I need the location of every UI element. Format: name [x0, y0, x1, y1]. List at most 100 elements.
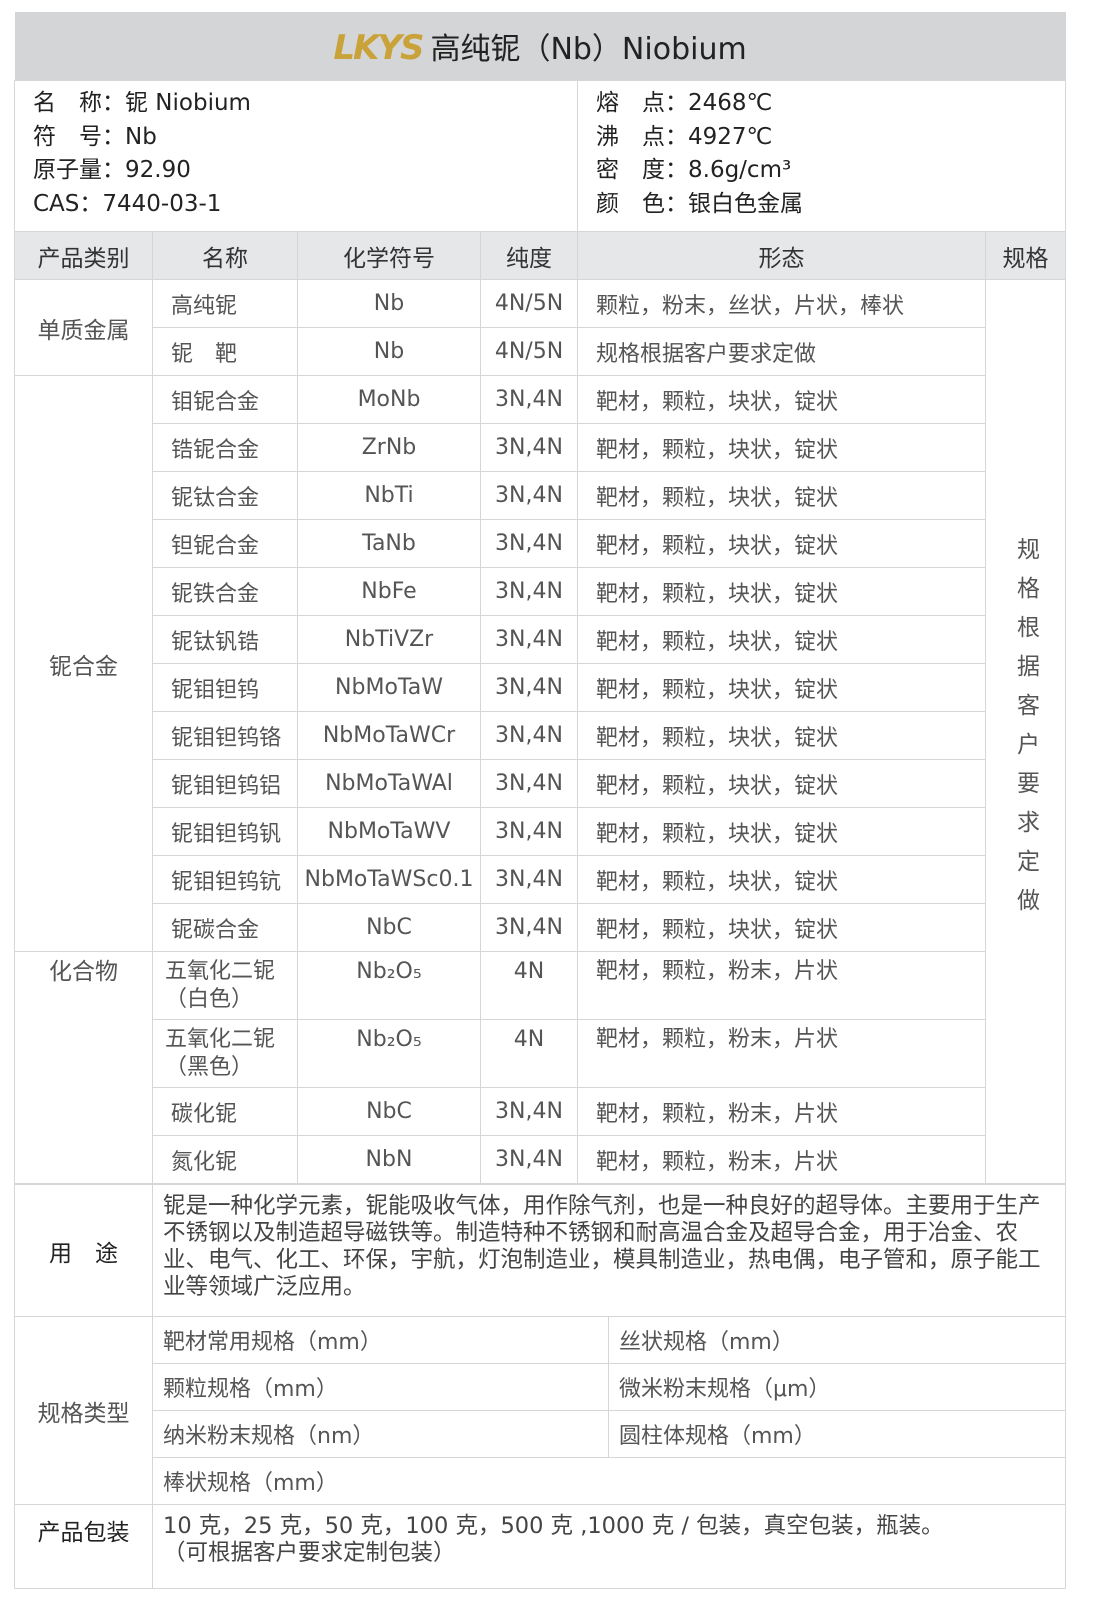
name-cell: 钽铌合金: [152, 519, 298, 568]
category-cell: 铌合金: [14, 375, 153, 952]
purity-cell: 3N,4N: [480, 471, 578, 520]
purity-cell: 3N,4N: [480, 423, 578, 472]
info-symbol: 符 号：Nb: [33, 123, 157, 150]
name-cell: 氮化铌: [152, 1135, 298, 1184]
form-cell: 靶材，颗粒，块状，锭状: [577, 663, 986, 712]
purity-cell: 3N,4N: [480, 567, 578, 616]
symbol-cell: NbMoTaW: [297, 663, 481, 712]
category-cell: 单质金属: [14, 279, 153, 376]
product-sheet: LKYS 高纯铌（Nb）Niobium 名 称：铌 Niobium 符 号：Nb 原子…: [14, 12, 1067, 1589]
symbol-cell: Nb: [297, 327, 481, 376]
purity-cell: 3N,4N: [480, 855, 578, 904]
table-row: 铌钼钽钨铬 NbMoTaWCr 3N,4N 靶材，颗粒，块状，锭状: [15, 711, 1066, 760]
form-cell: 靶材，颗粒，粉末，片状: [577, 951, 986, 1020]
info-left: 名 称：铌 Niobium 符 号：Nb 原子量：92.90 CAS：7440-03-…: [14, 80, 578, 232]
table-row: 铌铁合金 NbFe 3N,4N 靶材，颗粒，块状，锭状: [15, 567, 1066, 616]
packaging-options: 10 克，25 克，50 克，100 克，500 克 ,1000 克 / 包装，…: [163, 1513, 944, 1539]
name-cell: 铌钼钽钨钒: [152, 807, 298, 856]
info-density: 密 度：8.6g/cm³: [596, 157, 792, 183]
main-table: LKYS 高纯铌（Nb）Niobium 名 称：铌 Niobium 符 号：Nb 原子…: [14, 12, 1067, 1184]
symbol-cell: Nb₂O₅: [297, 1019, 481, 1088]
name-cell: 铌碳合金: [152, 903, 298, 952]
name-cell: 铌铁合金: [152, 567, 298, 616]
info-atomic-weight: 原子量：92.90: [33, 157, 191, 183]
col-category: 产品类别: [14, 231, 153, 280]
info-right: 熔 点：2468℃ 沸 点：4927℃ 密 度：8.6g/cm³ 颜 色：银白色金属: [576, 80, 1067, 232]
table-row: 铌钼钽钨 NbMoTaW 3N,4N 靶材，颗粒，块状，锭状: [15, 663, 1066, 712]
table-row: 铌钛合金 NbTi 3N,4N 靶材，颗粒，块状，锭状: [15, 471, 1066, 520]
packaging-label: 产品包装: [14, 1504, 153, 1589]
name-cell: 五氧化二铌（黑色）: [152, 1019, 298, 1088]
spec-item: 纳米粉末规格（nm）: [152, 1410, 609, 1458]
symbol-cell: NbMoTaWV: [297, 807, 481, 856]
table-row: 铌钼钽钨铝 NbMoTaWAl 3N,4N 靶材，颗粒，块状，锭状: [15, 759, 1066, 808]
purity-cell: 3N,4N: [480, 711, 578, 760]
form-cell: 靶材，颗粒，块状，锭状: [577, 855, 986, 904]
symbol-cell: NbFe: [297, 567, 481, 616]
purity-cell: 4N/5N: [480, 327, 578, 376]
form-cell: 靶材，颗粒，块状，锭状: [577, 471, 986, 520]
purity-cell: 3N,4N: [480, 903, 578, 952]
column-headers: 产品类别 名称 化学符号 纯度 形态 规格: [14, 231, 1067, 280]
info-name: 名 称：铌 Niobium: [33, 90, 251, 116]
lkys-logo: LKYS: [333, 28, 424, 68]
name-cell: 铌钼钽钨铬: [152, 711, 298, 760]
purity-cell: 3N,4N: [480, 663, 578, 712]
info-cas: CAS：7440-03-1: [33, 190, 222, 217]
spec-note: 规格根据客户要求定做: [984, 279, 1067, 1184]
form-cell: 靶材，颗粒，粉末，片状: [577, 1087, 986, 1136]
spec-types-label: 规格类型: [14, 1316, 153, 1505]
spec-item: 颗粒规格（mm）: [152, 1363, 609, 1411]
form-cell: 规格根据客户要求定做: [577, 327, 986, 376]
form-cell: 靶材，颗粒，块状，锭状: [577, 615, 986, 664]
info-color: 颜 色：银白色金属: [596, 190, 803, 217]
symbol-cell: MoNb: [297, 375, 481, 424]
name-cell: 五氧化二铌（白色）: [152, 951, 298, 1020]
extra-table: 用 途铌是一种化学元素，铌能吸收气体，用作除气剂，也是一种良好的超导体。主要用于…: [14, 1184, 1067, 1589]
col-spec: 规格: [984, 231, 1067, 280]
name-cell: 铌钛钒锆: [152, 615, 298, 664]
packaging-text: 10 克，25 克，50 克，100 克，500 克 ,1000 克 / 包装，…: [151, 1504, 1067, 1589]
table-row: 化合物 五氧化二铌（白色） Nb₂O₅ 4N 靶材，颗粒，粉末，片状: [14, 951, 1066, 1184]
symbol-cell: NbTi: [297, 471, 481, 520]
form-cell: 靶材，颗粒，块状，锭状: [577, 903, 986, 952]
spec-item: 靶材常用规格（mm）: [152, 1316, 609, 1364]
name-cell: 铌钼钽钨钪: [152, 855, 298, 904]
symbol-cell: NbTiVZr: [297, 615, 481, 664]
form-cell: 靶材，颗粒，块状，锭状: [577, 759, 986, 808]
name-cell: 高纯铌: [152, 279, 298, 328]
symbol-cell: NbMoTaWSc0.1: [297, 855, 481, 904]
page-title: LKYS 高纯铌（Nb）Niobium: [14, 12, 1066, 81]
table-row: 铌合金 钼铌合金 MoNb 3N,4N 靶材，颗粒，块状，锭状: [14, 375, 1066, 952]
purity-cell: 3N,4N: [480, 759, 578, 808]
usage-text: 铌是一种化学元素，铌能吸收气体，用作除气剂，也是一种良好的超导体。主要用于生产不…: [151, 1184, 1067, 1317]
table-row: 氮化铌 NbN 3N,4N 靶材，颗粒，粉末，片状: [15, 1135, 1066, 1184]
purity-cell: 3N,4N: [480, 807, 578, 856]
col-name: 名称: [152, 231, 298, 280]
symbol-cell: NbC: [297, 1087, 481, 1136]
symbol-cell: NbN: [297, 1135, 481, 1184]
spec-item: 微米粉末规格（μm）: [607, 1363, 1067, 1411]
form-cell: 靶材，颗粒，块状，锭状: [577, 567, 986, 616]
table-row: 单质金属 高纯铌 Nb 4N/5N 颗粒，粉末，丝状，片状，棒状 规格根据客户要求定做: [14, 279, 1067, 1184]
col-purity: 纯度: [480, 231, 578, 280]
symbol-cell: Nb: [297, 279, 481, 328]
col-form: 形态: [577, 231, 986, 280]
form-cell: 靶材，颗粒，块状，锭状: [577, 519, 986, 568]
purity-cell: 4N: [480, 1019, 578, 1088]
table-row: 碳化铌 NbC 3N,4N 靶材，颗粒，粉末，片状: [15, 1087, 1066, 1136]
name-cell: 碳化铌: [152, 1087, 298, 1136]
info-melting: 熔 点：2468℃: [596, 90, 773, 116]
form-cell: 靶材，颗粒，粉末，片状: [577, 1019, 986, 1088]
name-cell: 钼铌合金: [152, 375, 298, 424]
purity-cell: 3N,4N: [480, 375, 578, 424]
name-cell: 铌 靶: [152, 327, 298, 376]
col-symbol: 化学符号: [297, 231, 481, 280]
form-cell: 靶材，颗粒，块状，锭状: [577, 375, 986, 424]
usage-label: 用 途: [14, 1184, 153, 1317]
form-cell: 靶材，颗粒，粉末，片状: [577, 1135, 986, 1184]
form-cell: 靶材，颗粒，块状，锭状: [577, 807, 986, 856]
spec-item: 棒状规格（mm）: [151, 1457, 1067, 1505]
title-text: 高纯铌（Nb）Niobium: [430, 32, 747, 67]
spec-item: 丝状规格（mm）: [607, 1316, 1067, 1364]
